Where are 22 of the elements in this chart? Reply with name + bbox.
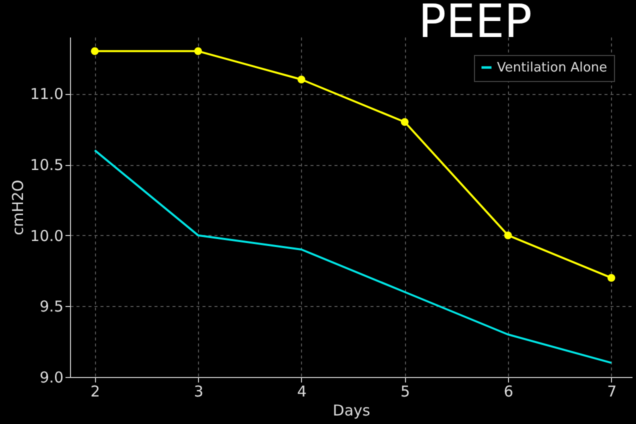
point <box>90 47 99 56</box>
x-tick-label: 7 <box>607 382 617 400</box>
x-tick-label: 2 <box>90 382 100 400</box>
x-tick-label: 3 <box>194 382 204 400</box>
point <box>298 76 306 84</box>
y-axis-title: cmH2O <box>9 180 28 236</box>
point <box>607 274 616 282</box>
x-tick-label: 6 <box>504 382 514 400</box>
y-tick-label: 10.5 <box>30 156 64 174</box>
y-tick-label: 10.0 <box>30 226 64 245</box>
chart-title: PEEP <box>418 0 532 48</box>
point <box>400 118 409 126</box>
legend-label: Ventilation Alone <box>497 60 608 76</box>
y-tick-label: 9.0 <box>40 368 64 386</box>
x-axis-title: Days <box>332 402 370 420</box>
x-tick-label: 4 <box>297 382 307 400</box>
x-tick-label: 5 <box>400 382 410 400</box>
y-tick-label: 9.5 <box>40 298 64 316</box>
point <box>194 47 202 56</box>
y-tick-label: 11.0 <box>30 85 64 104</box>
line-series <box>94 149 612 364</box>
point <box>504 231 512 240</box>
